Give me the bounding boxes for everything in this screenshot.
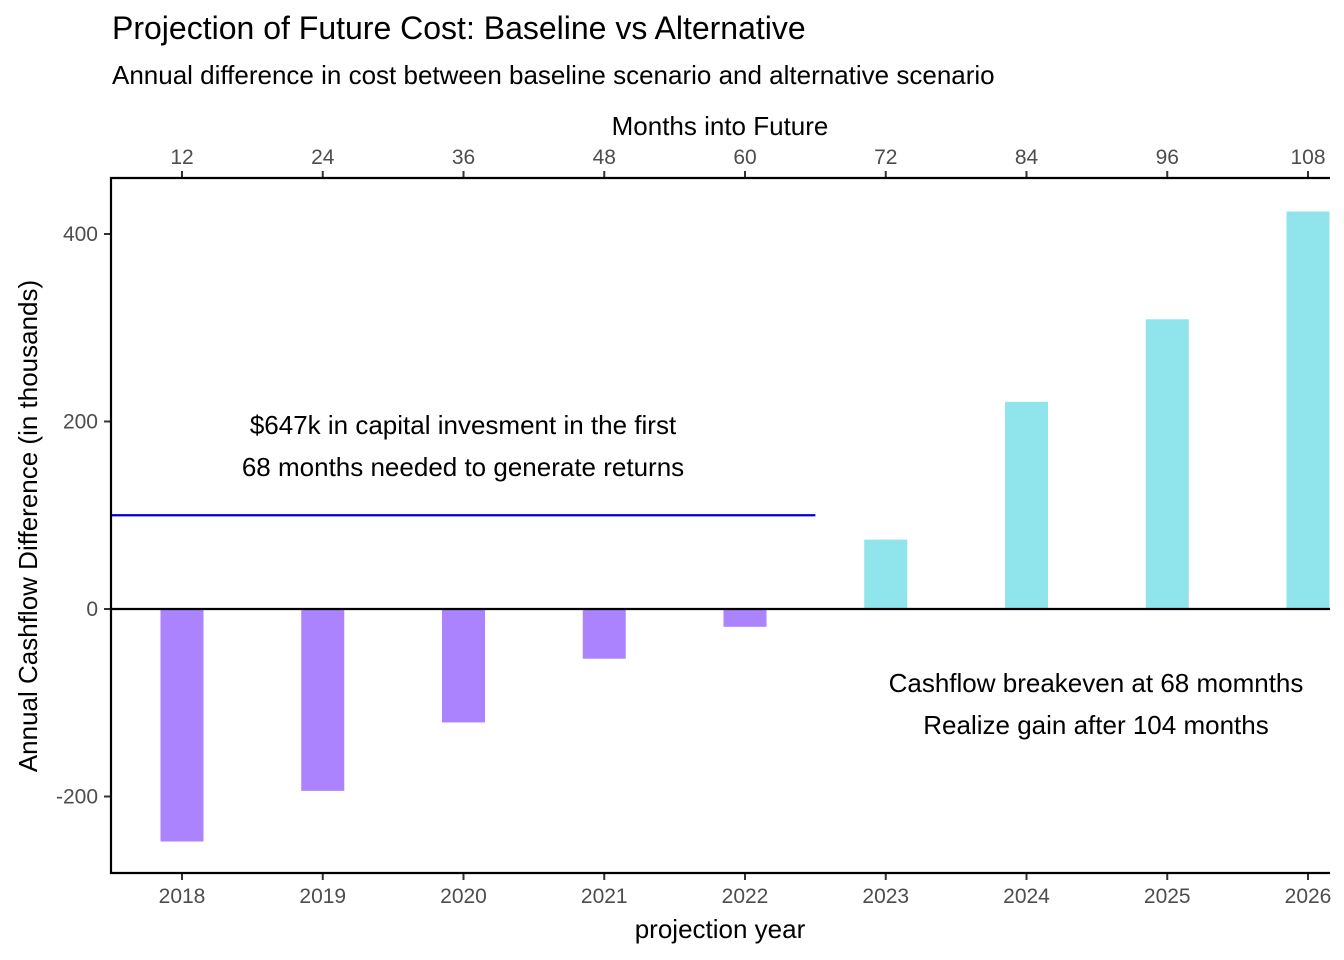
bar-2020 [442,609,485,723]
annotation-1-line-2: 68 months needed to generate returns [242,452,684,482]
x-tick-label: 2024 [1003,885,1050,908]
y-axis-title: Annual Cashflow Difference (in thousands… [13,280,43,772]
x-tick-label: 2021 [581,885,628,908]
y-axis-ticks: -200 0 200 400 [56,223,111,809]
top-tick-label: 108 [1290,146,1325,169]
bar-2019 [301,609,345,791]
y-tick-label: 200 [63,411,98,434]
chart-title: Projection of Future Cost: Baseline vs A… [112,10,806,46]
x-tick-label: 2020 [440,885,487,908]
x-tick-label: 2026 [1285,885,1332,908]
top-axis-title: Months into Future [612,111,829,141]
x-axis-ticks: 2018 2019 2020 2021 2022 2023 2024 2025 2026 [159,873,1332,908]
x-tick-label: 2022 [722,885,769,908]
chart-subtitle: Annual difference in cost between baseli… [112,60,995,90]
y-tick-label: -200 [56,786,98,809]
y-tick-label: 0 [86,598,98,621]
top-tick-label: 12 [170,146,193,169]
annotation-1-line-1: $647k in capital invesment in the first [250,410,677,440]
annotation-2-line-1: Cashflow breakeven at 68 momnths [889,668,1304,698]
y-tick-label: 400 [63,223,98,246]
annotation-capital-investment: $647k in capital invesment in the first … [242,410,684,482]
annotation-breakeven: Cashflow breakeven at 68 momnths Realize… [889,668,1304,740]
top-tick-label: 96 [1156,146,1179,169]
top-tick-label: 24 [311,146,335,169]
bar-2018 [160,609,204,842]
top-tick-label: 72 [874,146,897,169]
bar-2023 [864,539,908,609]
x-axis-title: projection year [635,914,806,944]
bar-2026 [1286,211,1330,609]
top-tick-label: 48 [593,146,616,169]
top-tick-label: 84 [1015,146,1039,169]
x-tick-label: 2023 [862,885,909,908]
top-axis-ticks: 12 24 36 48 60 72 84 96 108 [170,146,1326,178]
bar-2024 [1005,401,1048,609]
x-tick-label: 2025 [1144,885,1191,908]
x-tick-label: 2019 [299,885,346,908]
bar-2022 [723,609,767,627]
x-tick-label: 2018 [159,885,206,908]
annotation-2-line-2: Realize gain after 104 months [923,710,1268,740]
top-tick-label: 60 [733,146,756,169]
bar-2025 [1145,319,1189,609]
top-tick-label: 36 [452,146,475,169]
bars-group [160,211,1330,842]
bar-2021 [582,609,626,659]
